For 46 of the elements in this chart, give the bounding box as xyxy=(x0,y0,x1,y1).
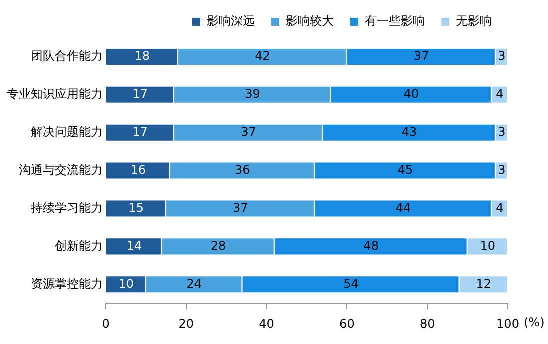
x-tick-label: 40 xyxy=(259,316,274,331)
data-label: 37 xyxy=(241,124,256,139)
y-tick-label: 持续学习能力 xyxy=(31,200,103,215)
y-tick-label: 专业知识应用能力 xyxy=(7,87,103,102)
data-label: 45 xyxy=(398,162,414,177)
legend-label: 有一些影响 xyxy=(365,14,425,28)
x-tick-label: 100 xyxy=(496,316,520,331)
data-label: 42 xyxy=(255,49,270,64)
data-label: 4 xyxy=(496,200,504,215)
data-label: 17 xyxy=(132,124,148,139)
x-tick-label: 80 xyxy=(420,316,436,331)
data-label: 40 xyxy=(404,87,420,102)
data-label: 24 xyxy=(186,276,202,291)
x-tick-label: 20 xyxy=(178,316,194,331)
x-axis-title: (%) xyxy=(524,316,545,330)
y-tick-label: 解决问题能力 xyxy=(31,124,103,139)
data-label: 43 xyxy=(402,124,418,139)
data-label: 54 xyxy=(344,276,359,291)
data-label: 3 xyxy=(498,162,506,177)
data-label: 44 xyxy=(396,200,412,215)
data-label: 16 xyxy=(130,162,146,177)
data-label: 3 xyxy=(498,124,506,139)
data-label: 37 xyxy=(414,49,430,64)
data-label: 17 xyxy=(132,87,148,102)
x-tick-label: 60 xyxy=(340,316,355,331)
y-tick-label: 团队合作能力 xyxy=(31,49,103,64)
data-label: 37 xyxy=(233,200,248,215)
data-label: 10 xyxy=(118,276,134,291)
data-label: 36 xyxy=(235,162,250,177)
data-label: 15 xyxy=(128,200,144,215)
data-label: 39 xyxy=(245,87,260,102)
y-tick-label: 创新能力 xyxy=(55,238,103,253)
data-label: 3 xyxy=(498,49,506,64)
data-label: 12 xyxy=(476,276,492,291)
y-tick-label: 沟通与交流能力 xyxy=(19,162,103,177)
legend-label: 无影响 xyxy=(456,14,492,28)
legend-label: 影响较大 xyxy=(286,14,334,28)
data-label: 14 xyxy=(126,238,142,253)
legend-label: 影响深远 xyxy=(207,14,255,28)
data-label: 10 xyxy=(480,238,496,253)
data-label: 28 xyxy=(210,238,226,253)
data-label: 4 xyxy=(496,87,504,102)
y-tick-label: 资源掌控能力 xyxy=(31,276,103,291)
data-label: 18 xyxy=(134,49,150,64)
data-label: 48 xyxy=(364,238,379,253)
x-tick-label: 0 xyxy=(102,316,110,331)
